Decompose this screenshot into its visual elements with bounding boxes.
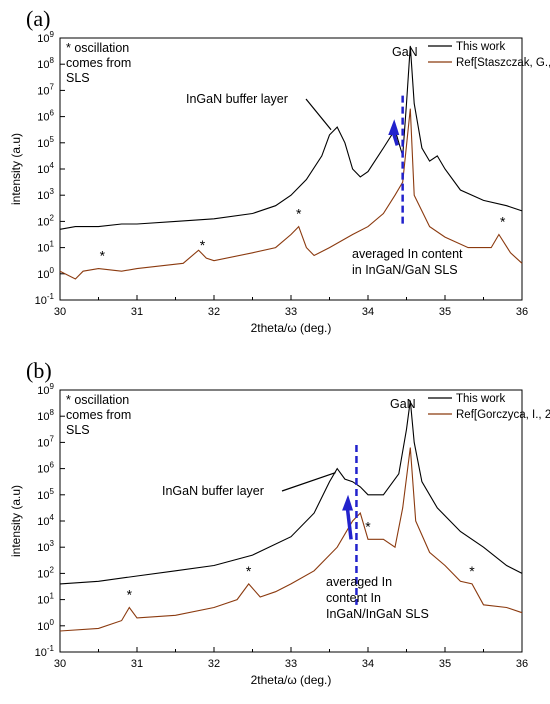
chart-panel-a: (a) 30 31 32 33 34 35 36 10-1 100 101 102 103 104 105 1… xyxy=(9,6,550,335)
sls-note-line: * oscillation xyxy=(66,41,129,55)
sls-star-marker: * xyxy=(127,586,133,602)
avg-in-note-line: averaged In xyxy=(326,575,392,589)
x-tick-label: 35 xyxy=(439,306,451,318)
blue-arrow-head xyxy=(388,119,400,135)
y-tick-label: 105 xyxy=(37,135,54,150)
x-tick-label: 31 xyxy=(131,658,143,670)
y-tick-label: 107 xyxy=(37,434,54,449)
x-axis-label: 2theta/ω (deg.) xyxy=(251,321,332,335)
y-tick-label: 104 xyxy=(37,513,54,528)
y-tick-label: 106 xyxy=(37,461,54,476)
avg-in-note-line: averaged In content xyxy=(352,247,463,261)
series-this-work xyxy=(59,400,523,585)
y-tick-label: 10-1 xyxy=(35,644,55,659)
gan-peak-label: GaN xyxy=(390,397,416,411)
sls-star-marker: * xyxy=(200,237,206,253)
series-reference xyxy=(59,108,523,280)
y-tick-label: 105 xyxy=(37,487,54,502)
y-axis-label: intensity (a.u) xyxy=(9,485,23,557)
y-tick-label: 108 xyxy=(37,56,54,71)
y-tick-label: 101 xyxy=(37,592,54,607)
y-tick-label: 100 xyxy=(37,266,54,281)
y-tick-label: 103 xyxy=(37,539,54,554)
sls-note-line: * oscillation xyxy=(66,393,129,407)
y-tick-label: 102 xyxy=(37,565,54,580)
x-tick-label: 36 xyxy=(516,658,528,670)
chart-panel-b: (b) 30 31 32 33 34 35 36 10-1 100 101 102 103 104 105 1… xyxy=(0,352,550,704)
chart-a-svg: (a) 30 31 32 33 34 35 36 10-1 100 101 102 103 104 105 1… xyxy=(9,6,550,335)
y-tick-label: 102 xyxy=(37,213,54,228)
panel-label: (a) xyxy=(26,6,50,31)
avg-in-note-line: content In xyxy=(326,591,381,605)
legend-label: Ref[Staszczak, G., 2017] xyxy=(456,57,550,69)
y-tick-label: 109 xyxy=(37,382,54,397)
x-tick-label: 30 xyxy=(54,658,66,670)
y-tick-label: 103 xyxy=(37,187,54,202)
x-axis-label: 2theta/ω (deg.) xyxy=(251,673,332,687)
y-tick-label: 101 xyxy=(37,240,54,255)
y-tick-label: 104 xyxy=(37,161,54,176)
legend-label: This work xyxy=(456,393,505,405)
sls-star-marker: * xyxy=(500,214,506,230)
x-tick-label: 33 xyxy=(285,306,297,318)
x-tick-label: 35 xyxy=(439,658,451,670)
y-tick-label: 10-1 xyxy=(35,292,55,307)
y-tick-label: 109 xyxy=(37,30,54,45)
x-tick-label: 34 xyxy=(362,658,374,670)
buffer-arrow xyxy=(305,98,332,131)
x-tick-label: 31 xyxy=(131,306,143,318)
sls-note-line: comes from xyxy=(66,408,131,422)
gan-peak-label: GaN xyxy=(392,45,418,59)
blue-arrow-head xyxy=(342,494,354,511)
x-tick-label: 32 xyxy=(208,306,220,318)
avg-in-note-line: InGaN/InGaN SLS xyxy=(326,607,429,621)
x-tick-label: 32 xyxy=(208,658,220,670)
y-axis-label: intensity (a.u) xyxy=(9,133,23,205)
sls-note-line: SLS xyxy=(66,71,90,85)
y-tick-label: 106 xyxy=(37,109,54,124)
buffer-layer-label: InGaN buffer layer xyxy=(162,484,264,498)
x-tick-label: 34 xyxy=(362,306,374,318)
sls-star-marker: * xyxy=(296,206,302,222)
legend-label: This work xyxy=(456,41,505,53)
sls-note-line: comes from xyxy=(66,56,131,70)
buffer-arrow xyxy=(281,471,336,492)
x-tick-label: 33 xyxy=(285,658,297,670)
buffer-layer-label: InGaN buffer layer xyxy=(186,92,288,106)
x-tick-label: 36 xyxy=(516,306,528,318)
series-this-work xyxy=(59,45,523,230)
sls-star-marker: * xyxy=(469,563,475,579)
y-tick-label: 108 xyxy=(37,408,54,423)
y-tick-label: 100 xyxy=(37,618,54,633)
sls-note-line: SLS xyxy=(66,423,90,437)
sls-star-marker: * xyxy=(100,248,106,264)
panel-label: (b) xyxy=(26,358,52,383)
chart-b-svg: (b) 30 31 32 33 34 35 36 10-1 100 101 102 103 104 105 1… xyxy=(9,358,550,687)
x-tick-label: 30 xyxy=(54,306,66,318)
blue-arrow xyxy=(345,505,353,540)
sls-star-marker: * xyxy=(365,518,371,534)
plot-frame xyxy=(59,389,523,653)
series-reference xyxy=(59,447,523,632)
sls-star-marker: * xyxy=(246,563,252,579)
avg-in-note-line: in InGaN/GaN SLS xyxy=(352,263,458,277)
legend-label: Ref[Gorczyca, I., 2021] xyxy=(456,409,550,421)
y-tick-label: 107 xyxy=(37,82,54,97)
